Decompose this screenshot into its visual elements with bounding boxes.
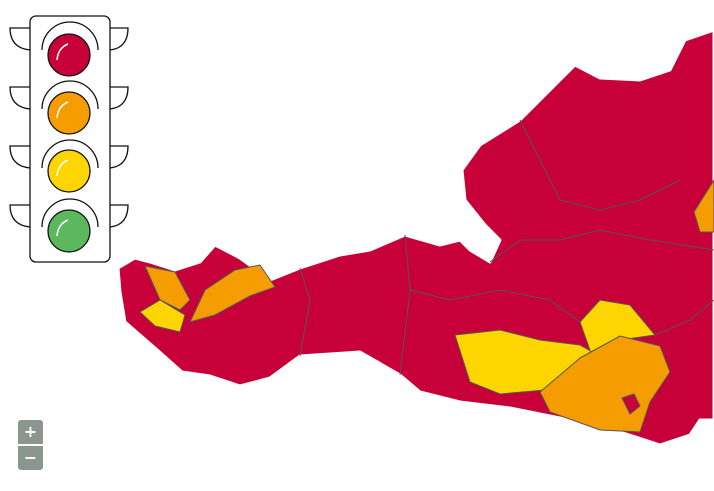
region-red-graz[interactable]: [621, 393, 641, 415]
orange-light-icon: [47, 91, 91, 135]
region-orange-tyrol[interactable]: [189, 264, 276, 323]
region-orange-vorarlberg[interactable]: [144, 265, 191, 311]
red-light-icon: [47, 33, 91, 77]
yellow-light-icon: [47, 149, 91, 193]
region-yellow-vorarlberg[interactable]: [139, 299, 186, 333]
green-light-icon: [47, 209, 91, 253]
zoom-out-button[interactable]: −: [18, 446, 43, 470]
region-orange-east[interactable]: [693, 179, 714, 233]
zoom-in-button[interactable]: +: [18, 420, 43, 444]
traffic-light-legend: [9, 15, 129, 263]
